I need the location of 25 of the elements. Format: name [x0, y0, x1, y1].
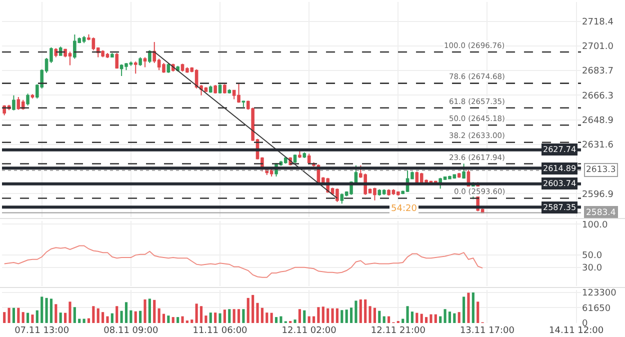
ref-line-label: 2583.4: [586, 208, 616, 218]
annotation: 54:20: [391, 204, 418, 214]
y-tick-label: 30.0: [582, 264, 602, 274]
x-tick-label: 12.11 02:00: [282, 326, 337, 336]
y-tick-label: 2631.6: [582, 140, 614, 151]
y-tick-label: 123300: [582, 288, 617, 299]
y-tick-label: 61650: [582, 304, 611, 314]
y-tick-label: 2701.0: [582, 42, 614, 52]
y-tick-label: 100.0: [582, 220, 608, 230]
x-tick-label: 11.11 06:00: [192, 326, 248, 336]
x-tick-label: 08.11 09:00: [104, 326, 158, 336]
y-tick-label: 2683.7: [582, 66, 614, 77]
x-tick-label: 07.11 13:00: [14, 326, 70, 336]
y-tick-label: 2648.9: [582, 116, 614, 126]
y-tick-label: 2718.4: [582, 17, 614, 28]
ref-line-label: 2614.89: [543, 164, 576, 173]
x-tick-label: 12.11 21:00: [370, 326, 426, 336]
ref-line-label: 2627.74: [543, 145, 576, 154]
y-tick-label: 50.0: [582, 251, 602, 262]
ref-line-label: 2613.3: [586, 165, 616, 175]
ref-line-label: 2603.74: [543, 179, 576, 188]
ref-line-label: 2587.35: [543, 203, 576, 212]
y-tick-label: 2596.9: [582, 190, 614, 200]
y-tick-label: 2666.3: [582, 91, 614, 102]
x-tick-label: 13.11 17:00: [460, 326, 515, 336]
